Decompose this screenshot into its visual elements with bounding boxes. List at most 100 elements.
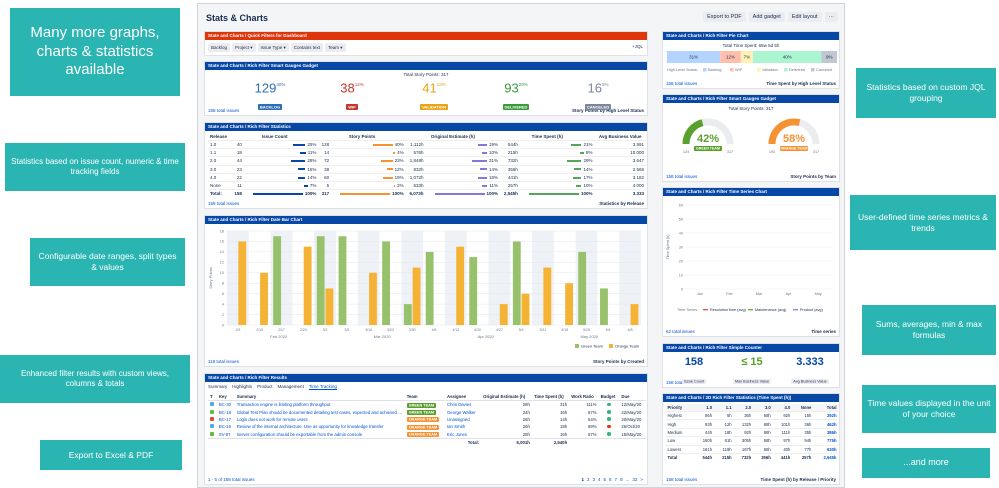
toolbar-button[interactable]: Add gadget: [748, 12, 785, 22]
cell: 35h: [791, 427, 813, 437]
toolbar-button[interactable]: ···: [824, 12, 838, 22]
cell-bar: [340, 193, 391, 196]
legend-label: Product (avg): [800, 308, 824, 312]
counter-label: Avg Business Value: [791, 378, 829, 384]
page-link[interactable]: 8: [620, 477, 623, 482]
cell: 832h: [405, 164, 426, 174]
legend-swatch: [811, 68, 815, 72]
filter-button[interactable]: Team ▾: [325, 43, 346, 52]
cell: 38: [318, 164, 332, 174]
cell: Total:: [208, 437, 482, 447]
y-tick-label: 10: [220, 271, 224, 275]
y-axis-title: Story Points: [208, 267, 213, 289]
filter-button[interactable]: Contains text: [290, 43, 323, 52]
page-link[interactable]: 3: [592, 477, 595, 482]
cell: 732h: [733, 452, 753, 462]
tab[interactable]: Product: [257, 384, 273, 389]
page-link[interactable]: 5: [603, 477, 607, 482]
page-link[interactable]: ...: [625, 477, 630, 482]
cell-bar: [482, 152, 488, 155]
cell: 2.565: [594, 164, 646, 174]
x-tick-label: 3/16: [365, 328, 372, 332]
page-link[interactable]: 6: [609, 477, 612, 482]
tab[interactable]: Summary: [208, 384, 228, 389]
x-tick-label: 2/24: [300, 328, 307, 332]
chart: 0 10 20 30 40 50 60 Jan Feb Mar Apr May Time Spent (…: [666, 203, 833, 312]
page-link[interactable]: 2: [586, 477, 590, 482]
x-tick-label: 3/30: [409, 328, 416, 332]
cell: None: [208, 180, 232, 190]
cell: 21%: [519, 139, 595, 149]
gadget-footer-right: Time Spent by High Level Status: [766, 81, 836, 86]
cell-bar: [252, 193, 303, 196]
cell: 14%: [243, 172, 319, 182]
cell: 4.0: [208, 172, 232, 182]
y-tick-label: 60: [679, 203, 683, 207]
row: 1.0 40 25% 128 40% 1,112h 19% 544h 21% 3.591: [208, 139, 646, 149]
month-label: Mar 2020: [374, 334, 392, 339]
cell-text: 10%: [583, 183, 593, 189]
cell: 86h: [693, 410, 714, 420]
column-header: Summary: [234, 393, 405, 401]
counter-label-row: Issue Count: [667, 369, 721, 387]
cell: 356h: [752, 452, 773, 462]
legend-label: Validation: [762, 68, 778, 72]
bar: [238, 241, 247, 325]
toolbar-button[interactable]: Edit layout: [787, 12, 822, 22]
counter-value: 158: [684, 356, 704, 368]
segment-label: 31%: [689, 55, 698, 60]
cell: 10.000: [594, 148, 646, 157]
column-header: 1.1: [713, 404, 734, 412]
cell: 356h: [500, 164, 520, 174]
page-link[interactable]: 7: [614, 477, 618, 482]
cell-text: 100%: [486, 191, 499, 197]
legend-label: Orange Team: [615, 344, 640, 349]
cell: 31h: [560, 402, 568, 408]
filter-button[interactable]: Issue Type ▾: [257, 43, 289, 52]
cell: 257h: [791, 452, 813, 462]
cell: SV-87: [218, 431, 231, 437]
legend-label: Delivered: [789, 68, 805, 72]
cell: 128: [318, 139, 332, 149]
cell-bar: [570, 143, 582, 146]
tab[interactable]: Time Tracking: [308, 384, 337, 390]
cell-text: 29%: [583, 158, 593, 164]
cell: 11: [231, 180, 244, 190]
cell: 44h: [693, 427, 714, 437]
cell: 3.647: [594, 156, 646, 166]
gauge-badge: [694, 146, 722, 151]
cell: Low: [666, 436, 694, 445]
segment-label: 7%: [744, 55, 751, 60]
x-tick-label: Apr: [786, 292, 793, 296]
toolbar-button[interactable]: Export to PDF: [703, 12, 746, 22]
page-link[interactable]: 1: [581, 477, 584, 482]
gadget-footer-right: Time series: [811, 329, 836, 334]
tab[interactable]: Highlights: [232, 384, 253, 389]
bar: [260, 272, 268, 325]
gauge-item: 9329% DELIVERED: [481, 78, 551, 113]
gadget-footer-left: 158 total issues: [666, 174, 698, 179]
y-tick-label: 14: [220, 250, 224, 254]
filter-button[interactable]: Backlog: [208, 43, 231, 52]
cell-bar: [528, 193, 579, 196]
gadget-header: State and Charts / Rich Filter Time Seri…: [663, 188, 839, 196]
tab[interactable]: Management: [277, 384, 304, 389]
cell: 28h: [522, 431, 530, 437]
cell: [208, 416, 217, 423]
page-link[interactable]: 4: [598, 477, 601, 482]
gadget-footer-left: 118 total issues: [208, 359, 239, 364]
cell: 10%: [425, 148, 501, 157]
page-link[interactable]: >: [640, 477, 643, 482]
cell: 2%: [331, 180, 406, 190]
page-link[interactable]: 32: [632, 477, 638, 482]
filter-button[interactable]: Project ▾: [232, 43, 256, 52]
column-header: Budget: [598, 393, 620, 401]
gauge-value: 38: [340, 80, 355, 96]
cell: 36h: [791, 419, 813, 429]
counter-item: ≤ 15 Max Business Value: [725, 356, 779, 387]
cell-bar: [297, 168, 306, 171]
cell: 40%: [331, 139, 406, 149]
jql-button[interactable]: +JQL: [632, 44, 643, 49]
total: Total Story Points: 317: [403, 72, 449, 77]
cell: 101h: [772, 419, 792, 429]
